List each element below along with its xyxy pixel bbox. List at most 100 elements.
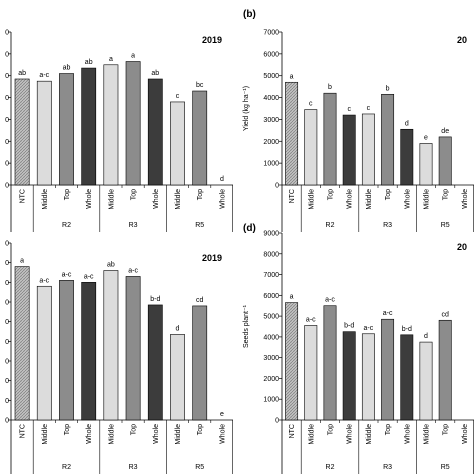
data-label: b <box>328 84 332 91</box>
y-tick-label: 0 <box>5 30 9 37</box>
panel-label: (b) <box>243 9 256 20</box>
category-label: NTC <box>289 189 296 203</box>
y-tick-label: 8000 <box>263 251 279 258</box>
data-label: de <box>441 128 449 135</box>
y-tick-label: 0 <box>5 241 9 248</box>
bar <box>192 305 208 421</box>
chart-panel-1: 0 0 0 0 0 0 0 0 ab NTC a-c Middle ab Top ab Whole a Middl… <box>5 30 233 232</box>
y-tick-label: 0 <box>275 183 279 190</box>
chart-panel-2: 0 1000 2000 3000 4000 5000 6000 7000 a NTC c Middle… <box>243 9 474 232</box>
bar <box>400 334 414 421</box>
category-label: Top <box>64 189 71 200</box>
data-label: c <box>347 106 351 113</box>
y-tick-label: 0 <box>5 95 9 102</box>
bar <box>438 136 452 186</box>
data-label: a-c <box>325 297 335 304</box>
bar <box>125 61 141 186</box>
data-label: ab <box>63 65 71 72</box>
group-label: R2 <box>326 464 335 471</box>
y-tick-label: 0 <box>5 359 9 366</box>
bar <box>81 282 97 421</box>
category-label: Middle <box>108 424 115 445</box>
category-label: Top <box>328 424 335 435</box>
bar <box>103 270 119 421</box>
bar <box>81 67 97 186</box>
bar <box>192 90 208 186</box>
category-label: Whole <box>86 189 93 209</box>
category-label: Middle <box>308 424 315 445</box>
category-label: NTC <box>20 189 27 203</box>
category-label: NTC <box>289 424 296 438</box>
bar <box>147 78 163 186</box>
bar <box>103 64 119 186</box>
y-tick-label: 3000 <box>263 355 279 362</box>
group-label: R3 <box>383 222 392 229</box>
data-label: c <box>309 101 313 108</box>
y-tick-label: 0 <box>275 418 279 425</box>
y-tick-label: 0 <box>5 117 9 124</box>
data-label: d <box>405 120 409 127</box>
bar <box>59 73 74 186</box>
category-label: NTC <box>20 424 27 438</box>
y-tick-label: 1000 <box>263 397 279 404</box>
chart-panel-3: 0 0 0 0 0 0 0 0 0 0 a NTC a-c Middle a-c Top a-c Whole ab M… <box>5 241 233 474</box>
y-tick-label: 4000 <box>263 334 279 341</box>
data-label: ab <box>107 262 115 269</box>
bar <box>323 92 337 186</box>
data-label: d <box>176 325 180 332</box>
y-tick-label: 0 <box>5 300 9 307</box>
category-label: Top <box>197 189 204 200</box>
data-label: e <box>220 411 224 418</box>
bar <box>170 101 185 186</box>
data-label: a-c <box>383 310 393 317</box>
category-label: Whole <box>462 424 469 444</box>
chart-title: 2019 <box>202 35 222 45</box>
data-label: d <box>424 333 428 340</box>
bar <box>361 113 375 186</box>
category-label: Middle <box>366 424 373 445</box>
y-axis-label: Seeds plant⁻¹ <box>243 304 250 348</box>
category-label: Top <box>197 424 204 435</box>
bar <box>438 319 452 421</box>
group-label: R3 <box>129 464 138 471</box>
category-label: Middle <box>175 189 182 210</box>
category-label: Middle <box>424 189 431 210</box>
y-tick-label: 0 <box>5 280 9 287</box>
category-label: Top <box>131 189 138 200</box>
y-tick-label: 2000 <box>263 376 279 383</box>
bar <box>381 318 395 421</box>
bar <box>170 334 185 421</box>
y-tick-label: 1000 <box>263 161 279 168</box>
data-label: c <box>176 93 180 100</box>
bar <box>36 80 52 186</box>
y-tick-label: 0 <box>5 139 9 146</box>
bar <box>59 280 74 421</box>
y-tick-label: 3000 <box>263 117 279 124</box>
data-label: e <box>424 134 428 141</box>
bar <box>14 266 30 421</box>
y-tick-label: 0 <box>5 319 9 326</box>
category-label: Whole <box>153 189 160 209</box>
bar <box>125 276 141 421</box>
category-label: Top <box>328 189 335 200</box>
group-label: R5 <box>441 464 450 471</box>
y-tick-label: 0 <box>5 183 9 190</box>
data-label: a <box>20 258 24 265</box>
y-tick-label: 0 <box>5 73 9 80</box>
data-label: a-c <box>364 325 374 332</box>
data-label: ab <box>18 70 26 77</box>
bar <box>147 304 163 421</box>
data-label: b-d <box>402 326 412 333</box>
group-label: R2 <box>62 222 71 229</box>
data-label: b-d <box>150 296 160 303</box>
category-label: Whole <box>219 424 226 444</box>
bar <box>342 331 356 421</box>
data-label: b <box>386 85 390 92</box>
data-label: d <box>220 176 224 183</box>
data-label: a <box>109 56 113 63</box>
group-label: R5 <box>441 222 450 229</box>
group-label: R3 <box>383 464 392 471</box>
data-label: a-c <box>39 277 49 284</box>
y-tick-label: 0 <box>5 51 9 58</box>
